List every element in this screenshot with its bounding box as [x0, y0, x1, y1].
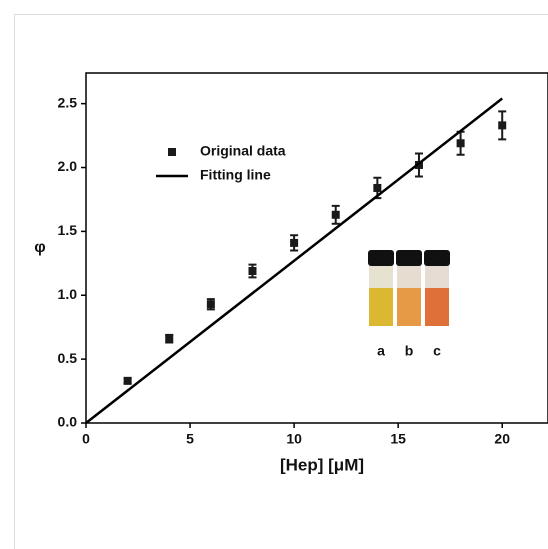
plot-area	[85, 72, 548, 424]
y-tick-label: 0.5	[58, 350, 78, 366]
x-tick-label: 5	[186, 431, 194, 447]
x-tick-label: 20	[494, 431, 510, 447]
data-point	[290, 238, 299, 247]
legend-swatch	[168, 148, 176, 156]
x-tick-label: 15	[390, 431, 406, 447]
x-tick-label: 0	[82, 431, 90, 447]
fit-line	[85, 97, 503, 424]
x-tick-label: 10	[286, 431, 302, 447]
data-point	[498, 121, 507, 130]
data-point	[165, 334, 174, 343]
y-tick-label: 2.0	[58, 158, 78, 174]
inset-vials	[368, 250, 450, 326]
data-point	[206, 300, 215, 309]
inset-label: c	[433, 343, 441, 359]
data-point	[373, 183, 382, 192]
y-tick-label: 1.5	[58, 222, 78, 238]
x-axis-label: [Hep] [μM]	[280, 455, 364, 474]
legend-label: Fitting line	[200, 167, 271, 183]
y-tick-label: 1.0	[58, 286, 78, 302]
data-point	[248, 266, 257, 275]
frame	[14, 14, 548, 549]
y-axis-label: φ	[34, 239, 45, 256]
data-point	[123, 376, 132, 385]
y-tick-label: 2.5	[58, 94, 78, 110]
data-point	[456, 139, 465, 148]
inset-label: a	[377, 343, 385, 359]
data-point	[331, 210, 340, 219]
inset-label: b	[405, 343, 414, 359]
legend-label: Original data	[200, 143, 286, 159]
y-tick-label: 0.0	[58, 414, 78, 430]
